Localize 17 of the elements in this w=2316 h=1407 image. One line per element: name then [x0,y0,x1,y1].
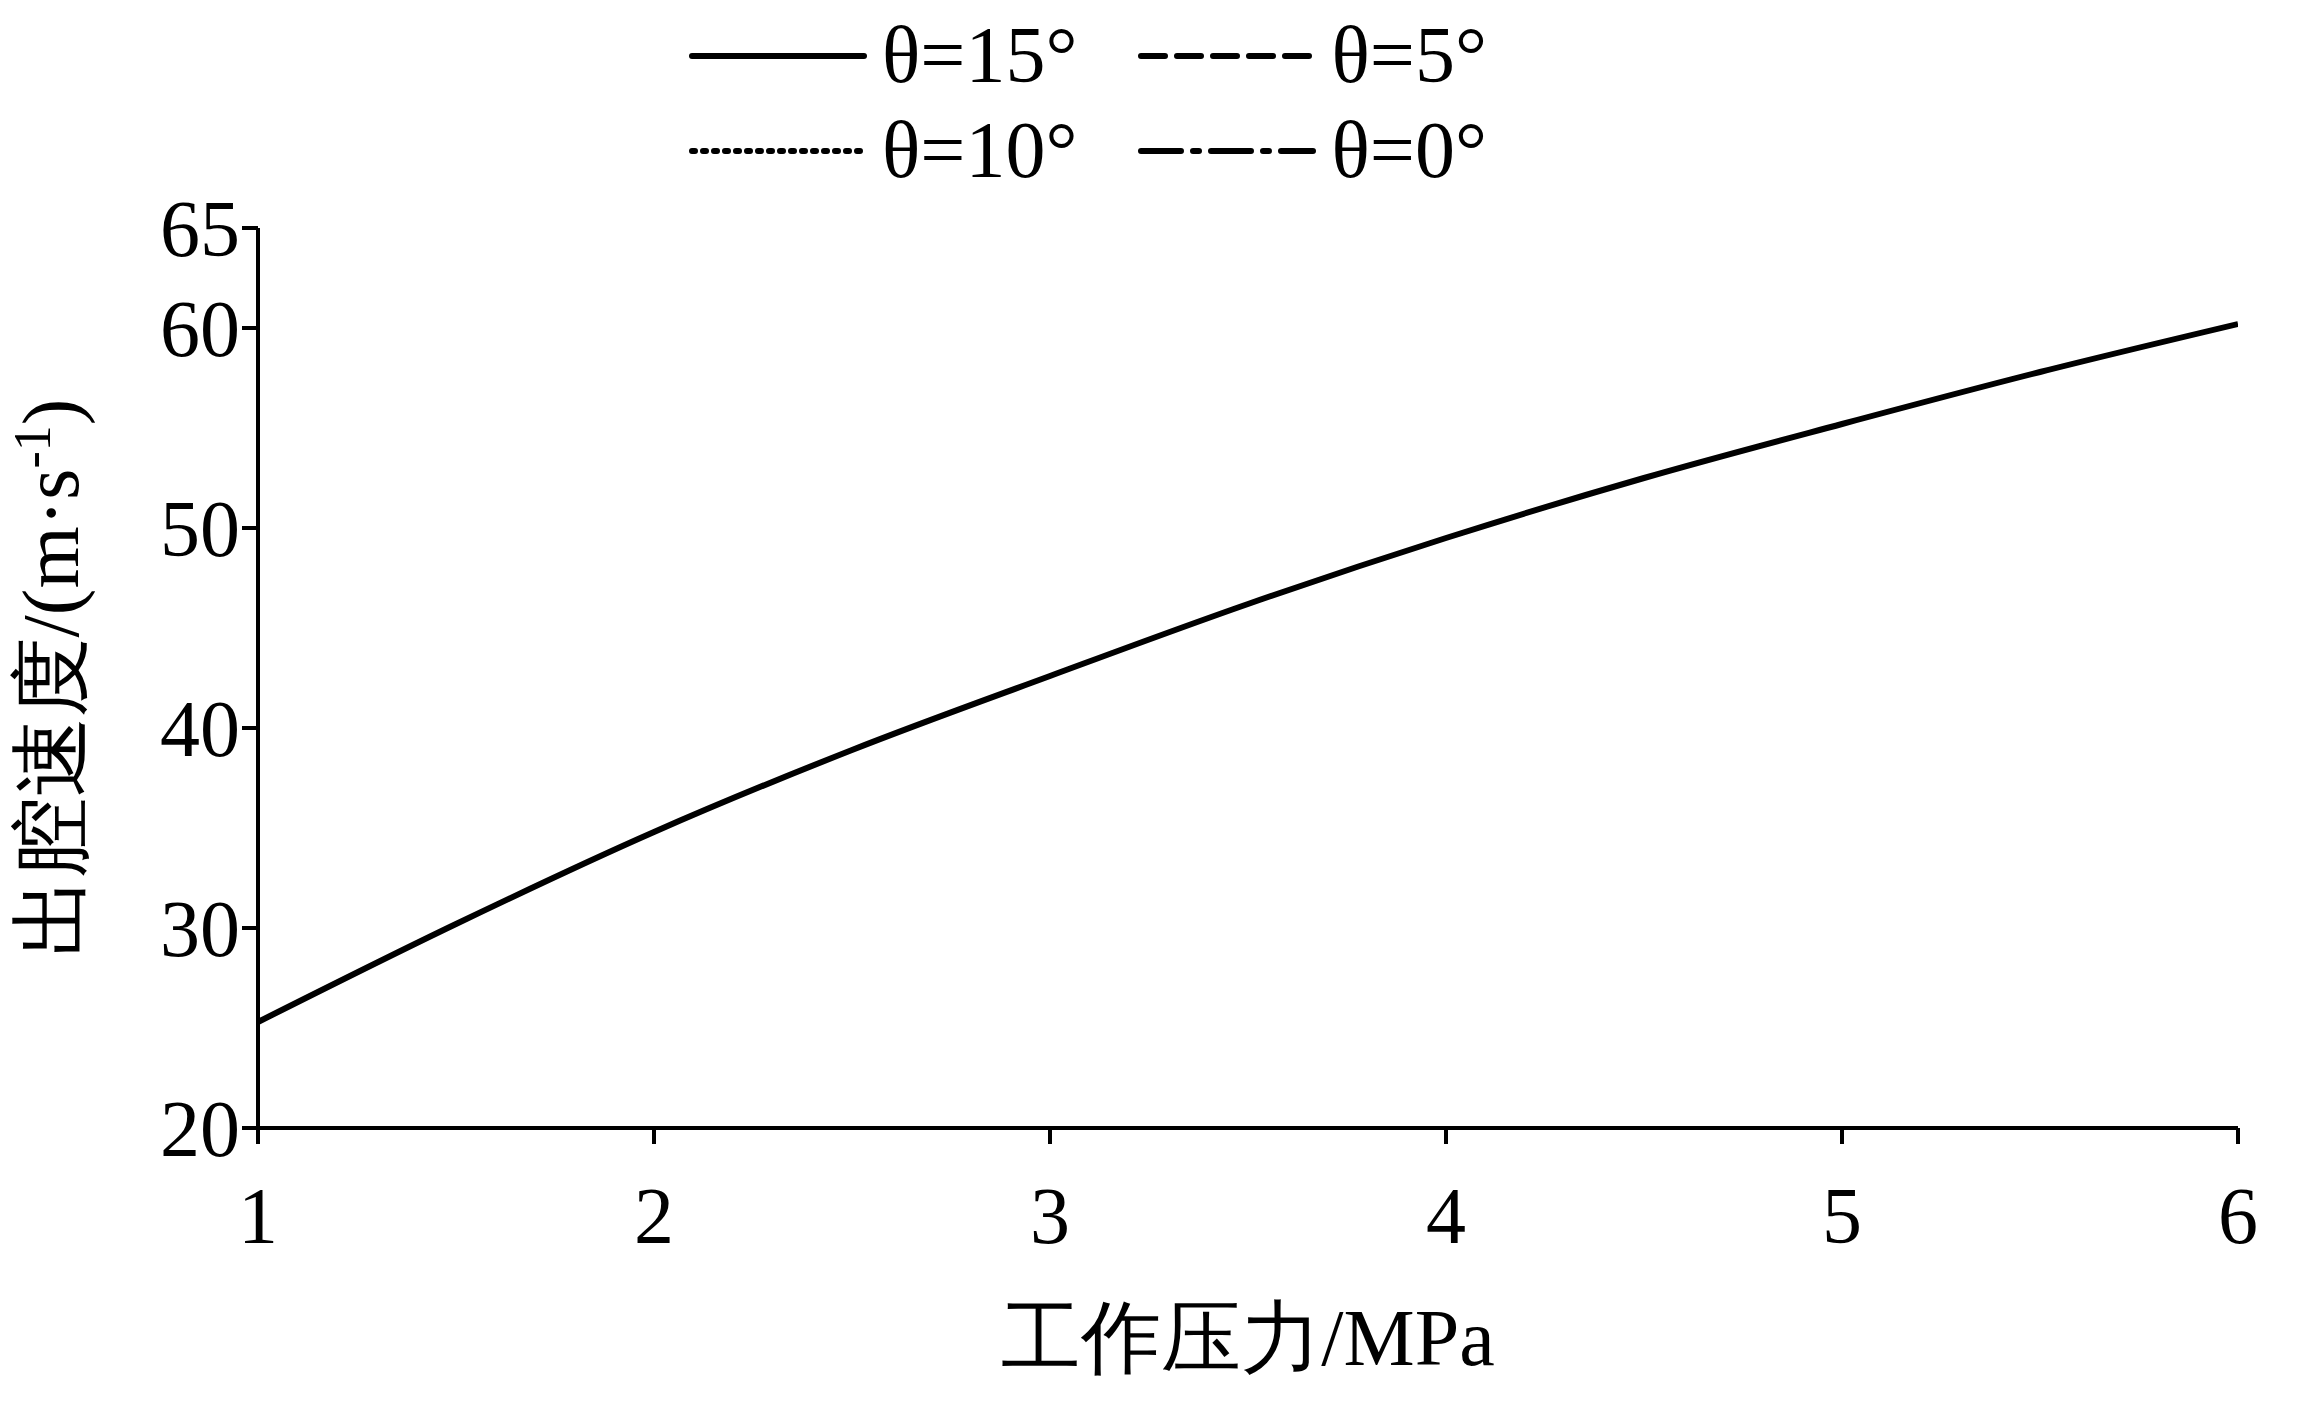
x-tick-label: 4 [1426,1171,1466,1260]
y-tick-label: 30 [160,885,240,974]
legend-label: θ=5° [1331,10,1487,101]
x-tick-label: 2 [634,1171,674,1260]
x-tick-label: 5 [1822,1171,1862,1260]
y-tick-label: 60 [160,285,240,374]
legend-label: θ=10° [882,105,1078,196]
y-tick-label: 65 [160,185,240,274]
x-tick-label: 6 [2218,1171,2258,1260]
legend-label: θ=0° [1331,105,1487,196]
y-tick-label: 40 [160,685,240,774]
legend-label: θ=15° [882,10,1078,101]
x-tick-label: 1 [238,1171,278,1260]
x-tick-label: 3 [1030,1171,1070,1260]
y-tick-label: 50 [160,485,240,574]
y-tick-label: 20 [160,1085,240,1174]
x-axis-title: 工作压力/MPa [1001,1293,1495,1382]
